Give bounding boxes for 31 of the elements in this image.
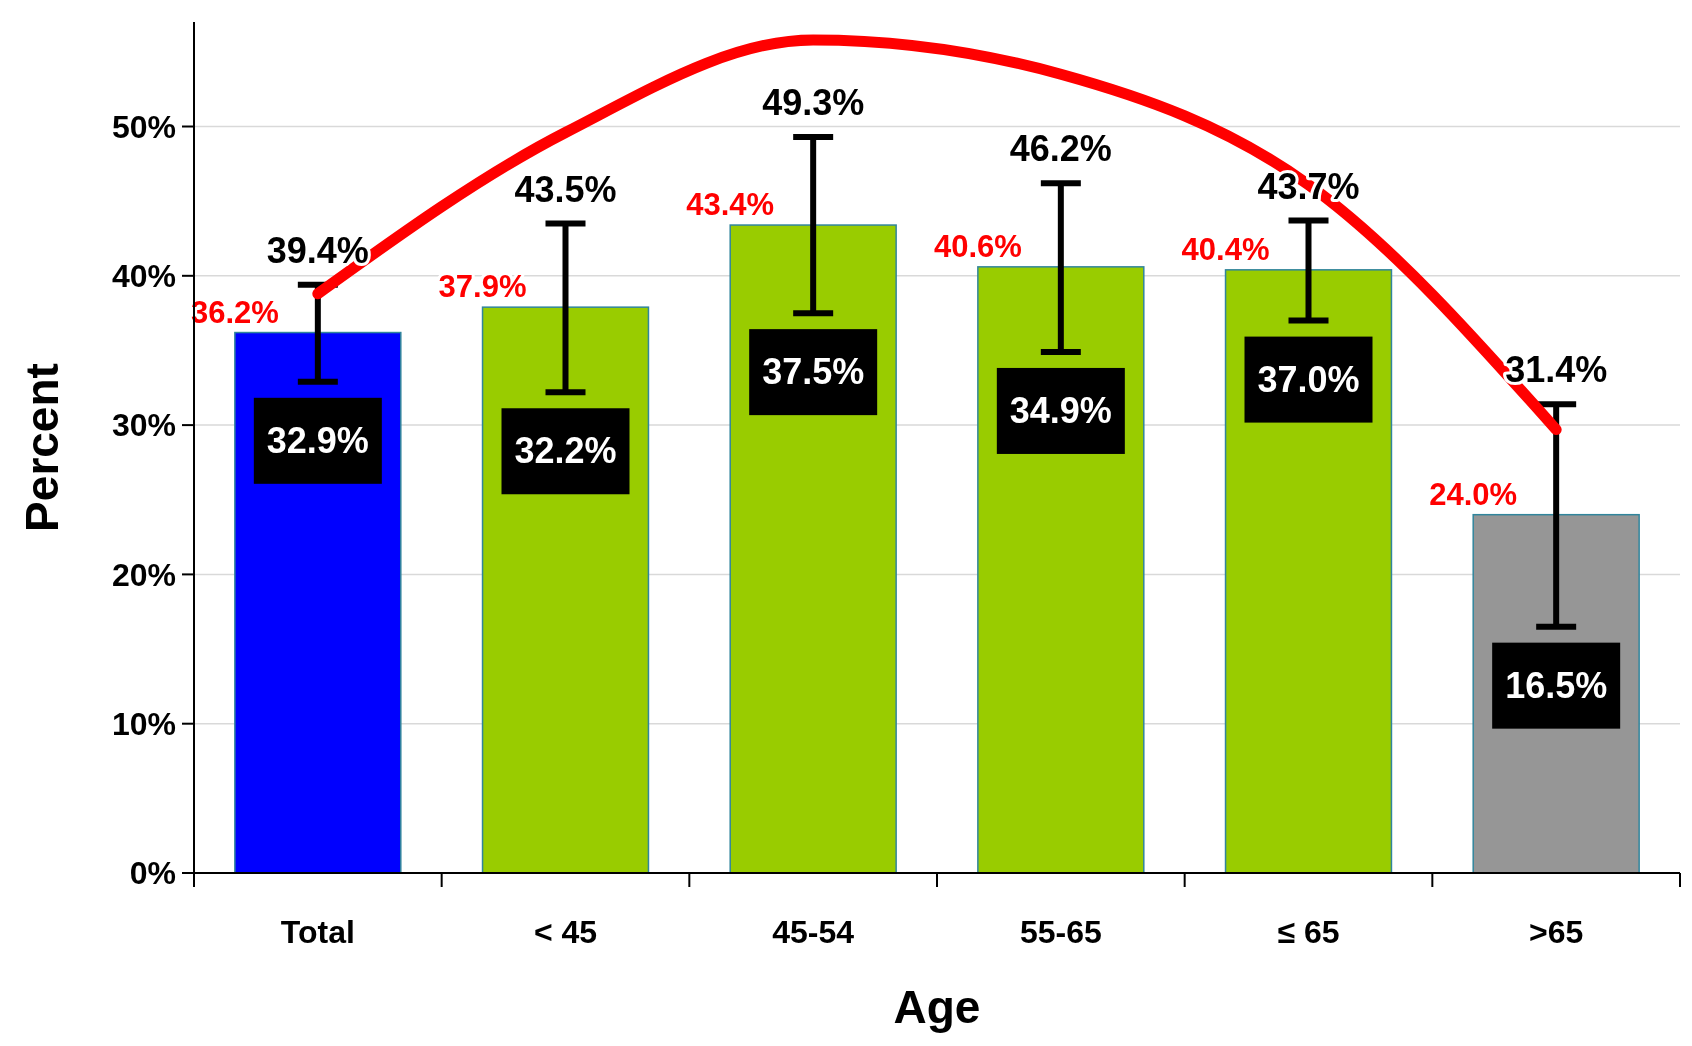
annotation: 32.2% (514, 430, 617, 472)
annotation: 37.5% (762, 351, 865, 393)
annotation: 16.5% (1505, 664, 1608, 706)
y-axis-title: Percent (16, 363, 68, 532)
annotation: 39.4% (266, 229, 369, 271)
data-label: 40.4% (1181, 231, 1270, 267)
bar (977, 266, 1145, 874)
x-tick-label: ≤ 65 (1277, 914, 1340, 950)
y-tick-label: 20% (111, 556, 176, 593)
x-tick-label: Total (280, 914, 355, 950)
data-label: 37.9% (438, 269, 527, 305)
y-tick-label: 0% (129, 855, 176, 892)
y-tick-label: 10% (111, 705, 176, 742)
y-tick-label: 40% (111, 258, 176, 295)
x-tick-label: >65 (1529, 914, 1584, 950)
y-tick-label: 30% (111, 407, 176, 444)
x-tick-label: 55-65 (1019, 914, 1102, 950)
data-label: 40.6% (933, 228, 1022, 264)
x-tick-label: < 45 (533, 914, 598, 950)
y-tick-label: 50% (111, 108, 176, 145)
x-axis-title: Age (893, 981, 981, 1033)
data-label: 43.4% (686, 187, 775, 223)
data-label: 24.0% (1429, 476, 1518, 512)
annotation: 31.4% (1505, 349, 1608, 391)
annotation: 43.5% (514, 168, 617, 210)
annotation: 46.2% (1009, 128, 1112, 170)
x-tick-label: 45-54 (772, 914, 855, 950)
annotation: 34.9% (1009, 389, 1112, 431)
annotation: 49.3% (762, 81, 865, 123)
annotation: 37.0% (1257, 358, 1360, 400)
annotation: 32.9% (266, 419, 369, 461)
